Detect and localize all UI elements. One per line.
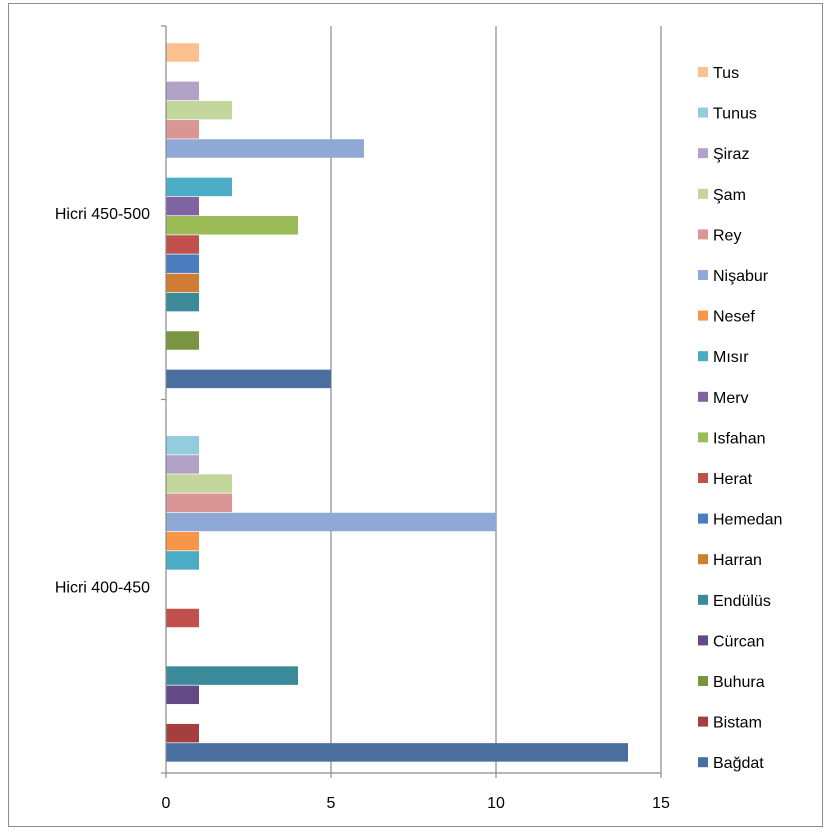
legend-swatch-12: [698, 270, 708, 280]
bar-0-1: [166, 723, 199, 743]
bar-1-8: [166, 216, 298, 235]
category-label-1: Hicri 450-500: [55, 206, 150, 223]
legend-swatch-15: [698, 148, 708, 159]
x-tick-label-3: 15: [652, 795, 670, 812]
legend-swatch-7: [698, 473, 708, 483]
legend-label-16: Tunus: [713, 106, 757, 123]
legend-swatch-14: [698, 188, 708, 199]
chart-frame: 0 5 10 15 Hicri 400-450 Hicri 450-500 Tus Tunus…: [8, 3, 823, 827]
legend-swatch-0: [698, 757, 708, 768]
legend-swatch-17: [698, 67, 708, 77]
legend-label-6: Hemedan: [713, 512, 782, 529]
bar-0-11: [166, 531, 199, 551]
bar-0-14: [166, 474, 232, 493]
legend-swatch-3: [698, 635, 708, 646]
bar-0-15: [166, 455, 199, 474]
legend-label-7: Herat: [713, 471, 753, 488]
x-tick-label-0: 0: [162, 795, 171, 812]
legend-label-11: Nesef: [713, 309, 755, 326]
legend-label-4: Endülüs: [713, 593, 771, 610]
bar-1-10: [166, 177, 232, 197]
legend-swatch-8: [698, 432, 708, 443]
legend-swatch-2: [698, 676, 708, 686]
bar-1-15: [166, 81, 199, 101]
bar-1-4: [166, 292, 199, 312]
legend-label-9: Merv: [713, 390, 749, 407]
bar-0-12: [166, 512, 496, 532]
legend-swatch-1: [698, 716, 708, 727]
bar-1-9: [166, 196, 199, 216]
bar-0-3: [166, 685, 199, 705]
legend-label-1: Bistam: [713, 715, 762, 732]
bar-0-10: [166, 551, 199, 570]
x-tick-label-1: 5: [327, 795, 336, 812]
bar-1-17: [166, 43, 199, 62]
bar-0-0: [166, 743, 628, 762]
legend-label-8: Isfahan: [713, 430, 765, 447]
legend-swatch-4: [698, 594, 708, 605]
bar-1-14: [166, 100, 232, 120]
bar-0-16: [166, 435, 199, 455]
legend-swatch-16: [698, 107, 708, 118]
bar-1-2: [166, 331, 199, 350]
bar-1-7: [166, 235, 199, 254]
legend-label-13: Rey: [713, 227, 741, 244]
bar-1-12: [166, 139, 364, 158]
legend-label-2: Buhura: [713, 674, 765, 691]
legend-label-10: Mısır: [713, 349, 749, 366]
legend-swatch-10: [698, 351, 708, 362]
bar-1-13: [166, 120, 199, 139]
legend-swatch-9: [698, 391, 708, 402]
bar-1-0: [166, 369, 331, 389]
legend-label-0: Bağdat: [713, 755, 764, 772]
category-label-0: Hicri 400-450: [55, 579, 150, 596]
legend-label-14: Şam: [713, 187, 746, 204]
legend-label-3: Cürcan: [713, 633, 765, 650]
x-tick-label-2: 10: [487, 795, 505, 812]
bar-0-7: [166, 608, 199, 628]
legend-swatch-13: [698, 229, 708, 240]
legend-swatch-11: [698, 310, 708, 321]
legend-swatch-5: [698, 554, 708, 565]
bar-1-5: [166, 273, 199, 293]
legend-label-17: Tus: [713, 65, 739, 82]
legend-swatch-6: [698, 513, 708, 524]
bar-chart: 0 5 10 15 Hicri 400-450 Hicri 450-500 Tus Tunus…: [55, 25, 782, 812]
legend-label-12: Nişabur: [713, 268, 769, 285]
bar-1-6: [166, 254, 199, 273]
bar-0-4: [166, 666, 298, 685]
legend-label-15: Şiraz: [713, 146, 749, 163]
legend-label-5: Harran: [713, 552, 762, 569]
bar-0-13: [166, 493, 232, 513]
